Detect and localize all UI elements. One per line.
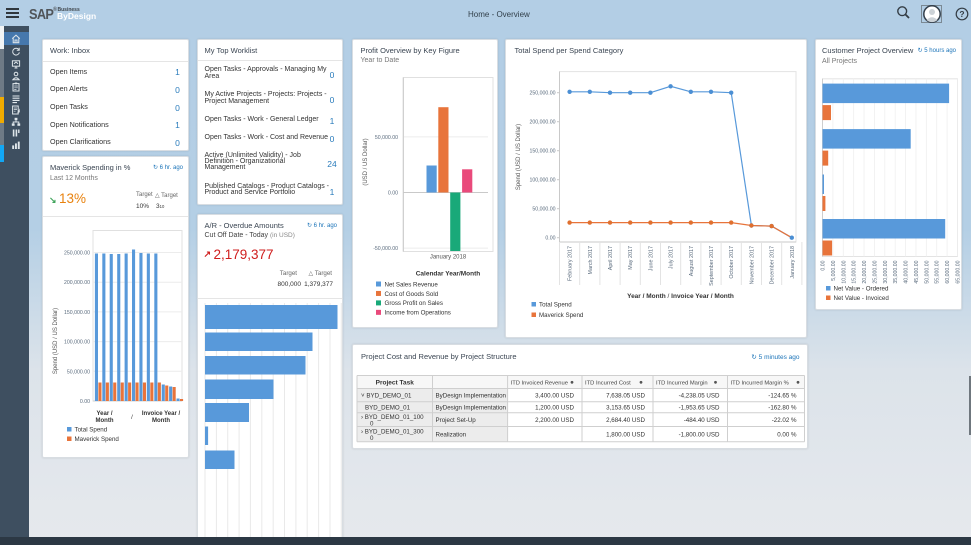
svg-text:3,153.65 USD: 3,153.65 USD [606, 404, 645, 411]
svg-text:› BYD_DEMO_01_300: › BYD_DEMO_01_300 [361, 428, 424, 435]
svg-text:50,000.00: 50,000.00 [374, 135, 397, 141]
svg-text:0: 0 [370, 434, 374, 441]
svg-text:0.00: 0.00 [545, 236, 555, 242]
svg-text:50,000.00: 50,000.00 [67, 369, 90, 375]
svg-text:20,000.00: 20,000.00 [862, 260, 868, 283]
svg-text:(USD / US Dollar): (USD / US Dollar) [363, 138, 369, 185]
svg-text:250,000.00: 250,000.00 [529, 91, 555, 97]
svg-text:7,638.05 USD: 7,638.05 USD [606, 392, 645, 399]
svg-text:25,000.00: 25,000.00 [872, 260, 878, 283]
svg-text:0.00: 0.00 [387, 191, 397, 197]
svg-text:Month: Month [96, 418, 114, 424]
svg-text:200,000.00: 200,000.00 [64, 280, 90, 286]
svg-text:Net Sales Revenue: Net Sales Revenue [384, 281, 438, 288]
svg-text:April 2017: April 2017 [608, 246, 614, 270]
svg-text:3,400.00 USD: 3,400.00 USD [535, 392, 574, 399]
svg-text:Total Spend: Total Spend [539, 302, 572, 309]
svg-text:Month: Month [152, 418, 170, 424]
svg-text:-4,238.05 USD: -4,238.05 USD [679, 392, 720, 399]
svg-text:Project Task: Project Task [376, 379, 415, 386]
svg-text:ITD Incurred Margin %: ITD Incurred Margin % [731, 380, 789, 386]
svg-text:ITD Incurred Cost: ITD Incurred Cost [585, 380, 631, 386]
svg-text:ByDesign Implementation: ByDesign Implementation [436, 404, 507, 411]
svg-text:Total Spend: Total Spend [75, 427, 108, 434]
svg-text:0.00: 0.00 [820, 260, 826, 270]
svg-text:2,200.00 USD: 2,200.00 USD [535, 417, 574, 424]
svg-text:10,000.00: 10,000.00 [841, 260, 847, 283]
svg-text:-162.80 %: -162.80 % [768, 404, 797, 411]
svg-text:Cost of Goods Sold: Cost of Goods Sold [384, 291, 438, 298]
svg-text:Spend (USD / US Dollar): Spend (USD / US Dollar) [516, 124, 522, 190]
svg-text:55,000.00: 55,000.00 [934, 260, 940, 283]
svg-text:February 2017: February 2017 [567, 246, 573, 281]
svg-text:-1,953.65 USD: -1,953.65 USD [679, 404, 720, 411]
svg-text:Year /: Year / [96, 411, 112, 417]
svg-text:Spend (USD / US Dollar): Spend (USD / US Dollar) [53, 308, 59, 374]
svg-text:August 2017: August 2017 [688, 246, 694, 276]
svg-text:30,000.00: 30,000.00 [882, 260, 888, 283]
svg-text:250,000.00: 250,000.00 [64, 251, 90, 257]
svg-text:2,684.40 USD: 2,684.40 USD [606, 417, 645, 424]
svg-text:January 2018: January 2018 [789, 246, 795, 279]
svg-text:100,000.00: 100,000.00 [529, 178, 555, 184]
svg-text:Year / Month / Invoice Year /: Year / Month / Invoice Year / Month [627, 293, 734, 300]
svg-text:Maverick Spend: Maverick Spend [539, 312, 584, 319]
svg-text:March 2017: March 2017 [587, 246, 593, 274]
svg-text:35,000.00: 35,000.00 [893, 260, 899, 283]
svg-text:-50,000.00: -50,000.00 [373, 246, 398, 252]
svg-text:50,000.00: 50,000.00 [532, 207, 555, 213]
svg-text:45,000.00: 45,000.00 [913, 260, 919, 283]
svg-text:150,000.00: 150,000.00 [64, 310, 90, 316]
svg-text:0.00: 0.00 [80, 399, 90, 405]
svg-text:September 2017: September 2017 [709, 246, 715, 286]
svg-text:?: ? [959, 9, 964, 19]
svg-text:-1,800.00 USD: -1,800.00 USD [679, 431, 720, 438]
svg-text:ITD Invoiced Revenue: ITD Invoiced Revenue [511, 380, 568, 386]
svg-text:May 2017: May 2017 [628, 246, 634, 270]
svg-text:January 2018: January 2018 [429, 255, 466, 261]
svg-text:60,000.00: 60,000.00 [945, 260, 951, 283]
svg-text:1,800.00 USD: 1,800.00 USD [606, 431, 645, 438]
svg-text:1,200.00 USD: 1,200.00 USD [535, 404, 574, 411]
svg-text:December 2017: December 2017 [769, 246, 775, 284]
svg-text:/: / [131, 415, 133, 421]
svg-text:-124.65 %: -124.65 % [768, 392, 797, 399]
svg-text:0: 0 [370, 420, 374, 427]
svg-text:0.00 %: 0.00 % [777, 431, 797, 438]
svg-text:100,000.00: 100,000.00 [64, 340, 90, 346]
svg-text:Net Value - Ordered: Net Value - Ordered [833, 286, 888, 293]
svg-text:June 2017: June 2017 [648, 246, 654, 271]
svg-text:-22.02 %: -22.02 % [772, 417, 797, 424]
svg-text:Income from Operations: Income from Operations [384, 310, 450, 317]
svg-text:40,000.00: 40,000.00 [903, 260, 909, 283]
svg-text:150,000.00: 150,000.00 [529, 149, 555, 155]
svg-text:ITD Incurred Margin: ITD Incurred Margin [656, 380, 708, 386]
svg-text:› BYD_DEMO_01_100: › BYD_DEMO_01_100 [361, 413, 424, 420]
svg-text:5,000.00: 5,000.00 [830, 260, 836, 280]
svg-text:November 2017: November 2017 [749, 246, 755, 284]
svg-text:July 2017: July 2017 [668, 246, 674, 269]
svg-text:Calendar Year/Month: Calendar Year/Month [415, 271, 480, 278]
svg-text:15,000.00: 15,000.00 [851, 260, 857, 283]
svg-text:ByDesign Implementation: ByDesign Implementation [436, 392, 507, 399]
svg-text:BYD_DEMO_01: BYD_DEMO_01 [365, 404, 411, 411]
svg-text:65,000.00: 65,000.00 [955, 260, 961, 283]
svg-text:Invoice Year /: Invoice Year / [142, 411, 181, 417]
svg-text:-484.40 USD: -484.40 USD [684, 417, 720, 424]
svg-text:Maverick Spend: Maverick Spend [75, 436, 120, 443]
svg-text:October 2017: October 2017 [729, 246, 735, 279]
svg-text:Net Value - Invoiced: Net Value - Invoiced [833, 295, 889, 302]
svg-text:Project Set-Up: Project Set-Up [436, 417, 477, 424]
svg-text:˅ BYD_DEMO_01: ˅ BYD_DEMO_01 [361, 392, 412, 399]
svg-text:50,000.00: 50,000.00 [924, 260, 930, 283]
svg-text:200,000.00: 200,000.00 [529, 120, 555, 126]
svg-text:Gross Profit on Sales: Gross Profit on Sales [384, 300, 442, 307]
svg-text:Realization: Realization [436, 431, 467, 438]
